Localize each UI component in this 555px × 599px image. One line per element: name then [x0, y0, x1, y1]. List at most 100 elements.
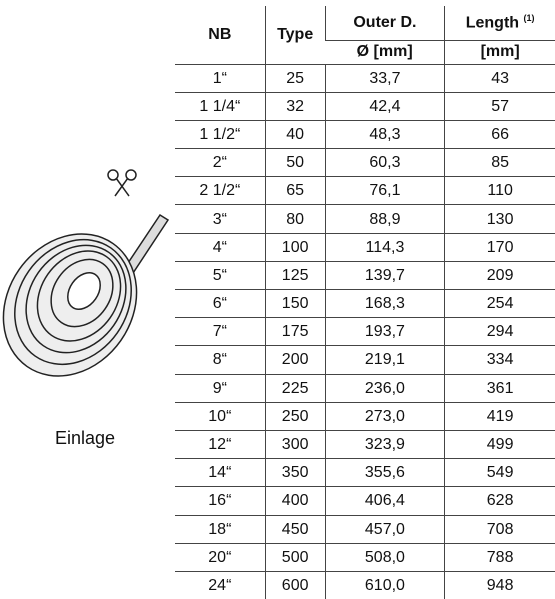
table-row: 6“ 150 168,3 254 [175, 289, 555, 319]
table-row: 2 1/2“ 65 76,1 110 [175, 176, 555, 206]
table-row: 3“ 80 88,9 130 [175, 204, 555, 234]
table-cell: 273,0 [324, 402, 445, 431]
table-cell: 2 1/2“ [175, 176, 266, 206]
header-outer-unit: Ø [mm] [325, 40, 445, 65]
table-cell: 450 [264, 515, 326, 544]
table-cell: 600 [264, 571, 326, 599]
table-cell: 419 [444, 402, 555, 431]
table: NB Type Outer D. Length (1) Ø [mm] [mm] … [175, 6, 555, 599]
table-cell: 400 [264, 486, 326, 516]
table-cell: 60,3 [324, 148, 445, 178]
table-body: 1“ 25 33,7 43 1 1/4“ 32 42,4 57 1 1/2“ 40 48,3 66 2“… [175, 64, 555, 599]
coil-illustration [2, 169, 170, 377]
table-cell: 1“ [175, 64, 266, 93]
table-cell: 125 [264, 261, 326, 291]
table-cell: 40 [264, 120, 326, 150]
table-cell: 457,0 [324, 515, 445, 544]
table-cell: 225 [264, 374, 326, 403]
table-cell: 193,7 [324, 317, 445, 347]
table-cell: 549 [444, 458, 555, 488]
header-length-text: Length [465, 14, 520, 32]
table-cell: 18“ [175, 515, 266, 544]
table-row: 18“ 450 457,0 708 [175, 515, 555, 544]
table-cell: 499 [444, 430, 555, 460]
table-cell: 219,1 [324, 345, 445, 375]
table-cell: 88,9 [324, 204, 445, 234]
header-nb: NB [175, 6, 266, 65]
table-row: 8“ 200 219,1 334 [175, 345, 555, 375]
table-row: 1 1/4“ 32 42,4 57 [175, 92, 555, 121]
table-cell: 12“ [175, 430, 266, 460]
table-cell: 110 [444, 176, 555, 206]
table-cell: 350 [264, 458, 326, 488]
table-cell: 209 [444, 261, 555, 291]
table-cell: 170 [444, 233, 555, 262]
table-cell: 150 [264, 289, 326, 319]
table-cell: 500 [264, 543, 326, 572]
table-cell: 16“ [175, 486, 266, 516]
header-type: Type [264, 6, 326, 65]
table-cell: 85 [444, 148, 555, 178]
table-row: 9“ 225 236,0 361 [175, 374, 555, 403]
table-row: 10“ 250 273,0 419 [175, 402, 555, 431]
table-cell: 65 [264, 176, 326, 206]
table-cell: 130 [444, 204, 555, 234]
table-cell: 14“ [175, 458, 266, 488]
table-cell: 361 [444, 374, 555, 403]
table-cell: 114,3 [324, 233, 445, 262]
header-outer: Outer D. [324, 6, 445, 41]
table-cell: 43 [444, 64, 555, 93]
table-cell: 50 [264, 148, 326, 178]
table-cell: 57 [444, 92, 555, 121]
table-cell: 788 [444, 543, 555, 572]
table-cell: 334 [444, 345, 555, 375]
table-cell: 200 [264, 345, 326, 375]
table-cell: 628 [444, 486, 555, 516]
table-cell: 25 [264, 64, 326, 93]
table-cell: 32 [264, 92, 326, 121]
table-cell: 48,3 [324, 120, 445, 150]
figure-label: Einlage [55, 428, 116, 448]
table-row: 5“ 125 139,7 209 [175, 261, 555, 291]
table-cell: 2“ [175, 148, 266, 178]
table-cell: 1 1/4“ [175, 92, 266, 121]
table-cell: 6“ [175, 289, 266, 319]
table-cell: 33,7 [324, 64, 445, 93]
table-cell: 250 [264, 402, 326, 431]
table-cell: 508,0 [324, 543, 445, 572]
table-row: 4“ 100 114,3 170 [175, 233, 555, 262]
table-cell: 10“ [175, 402, 266, 431]
table-cell: 66 [444, 120, 555, 150]
table-cell: 42,4 [324, 92, 445, 121]
table-cell: 100 [264, 233, 326, 262]
table-row: 20“ 500 508,0 788 [175, 543, 555, 572]
table-cell: 7“ [175, 317, 266, 347]
table-row: 24“ 600 610,0 948 [175, 571, 555, 599]
footnote-mark: (1) [523, 13, 535, 24]
table-cell: 139,7 [324, 261, 445, 291]
table-cell: 80 [264, 204, 326, 234]
table-cell: 3“ [175, 204, 266, 234]
table-cell: 294 [444, 317, 555, 347]
header-length-unit: [mm] [444, 40, 555, 65]
table-row: 14“ 350 355,6 549 [175, 458, 555, 488]
table-cell: 300 [264, 430, 326, 460]
table-cell: 9“ [175, 374, 266, 403]
table-row: 7“ 175 193,7 294 [175, 317, 555, 347]
table-row: 16“ 400 406,4 628 [175, 486, 555, 516]
header-length: Length (1) [444, 6, 555, 41]
table-row: 12“ 300 323,9 499 [175, 430, 555, 460]
table-cell: 1 1/2“ [175, 120, 266, 150]
table-cell: 175 [264, 317, 326, 347]
table-cell: 168,3 [324, 289, 445, 319]
table-cell: 323,9 [324, 430, 445, 460]
table-cell: 5“ [175, 261, 266, 291]
table-cell: 708 [444, 515, 555, 544]
table-cell: 948 [444, 571, 555, 599]
table-row: 1“ 25 33,7 43 [175, 64, 555, 93]
table-cell: 254 [444, 289, 555, 319]
table-cell: 4“ [175, 233, 266, 262]
table-cell: 8“ [175, 345, 266, 375]
table-cell: 76,1 [324, 176, 445, 206]
